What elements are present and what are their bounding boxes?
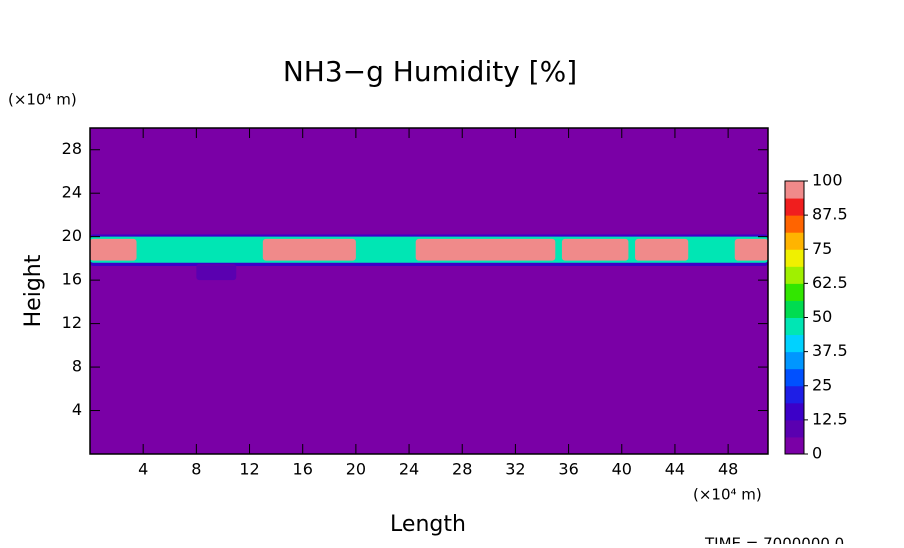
colorbar-band bbox=[785, 300, 804, 318]
x-label: Length bbox=[390, 512, 466, 537]
y-tick-label: 20 bbox=[62, 226, 82, 245]
colorbar-tick-label: 12.5 bbox=[812, 409, 848, 428]
x-tick-label: 32 bbox=[505, 460, 525, 479]
contour-region bbox=[561, 238, 629, 261]
footer: TIME = 7000000.0 bbox=[704, 535, 844, 545]
contour-region bbox=[415, 238, 556, 261]
y-tick-label: 16 bbox=[62, 270, 82, 289]
colorbar-band bbox=[785, 436, 804, 455]
colorbar-band bbox=[785, 283, 804, 301]
y-tick-label: 8 bbox=[72, 357, 82, 376]
colorbar-tick-label: 75 bbox=[812, 239, 832, 258]
y-unit: (×10⁴ m) bbox=[8, 91, 77, 109]
contour-region bbox=[196, 263, 237, 281]
colorbar-band bbox=[785, 351, 804, 370]
colorbar-tick-label: 87.5 bbox=[812, 205, 848, 224]
x-unit: (×10⁴ m) bbox=[693, 486, 762, 504]
field-background bbox=[90, 128, 768, 454]
y-tick-label: 28 bbox=[62, 139, 82, 158]
colorbar-tick-label: 37.5 bbox=[812, 341, 848, 360]
colorbar-band bbox=[785, 181, 804, 199]
colorbar-tick-label: 62.5 bbox=[812, 273, 848, 292]
colorbar-band bbox=[785, 334, 804, 353]
x-tick-label: 16 bbox=[293, 460, 313, 479]
colorbar-band bbox=[785, 266, 804, 284]
colorbar-band bbox=[785, 198, 804, 216]
x-tick-label: 28 bbox=[452, 460, 472, 479]
colorbar-band bbox=[785, 385, 804, 404]
colorbar-tick-label: 25 bbox=[812, 375, 832, 394]
x-tick-label: 48 bbox=[718, 460, 738, 479]
x-tick-label: 40 bbox=[612, 460, 632, 479]
x-tick-label: 20 bbox=[346, 460, 366, 479]
y-tick-label: 12 bbox=[62, 313, 82, 332]
x-tick-label: 24 bbox=[399, 460, 419, 479]
x-tick-label: 12 bbox=[239, 460, 259, 479]
colorbar-band bbox=[785, 232, 804, 250]
x-tick-label: 44 bbox=[665, 460, 685, 479]
x-tick-label: 36 bbox=[558, 460, 578, 479]
contour-region bbox=[90, 238, 137, 261]
contour-region bbox=[635, 238, 689, 261]
contour-region bbox=[262, 238, 356, 261]
colorbar-tick-label: 100 bbox=[812, 171, 843, 190]
y-tick-label: 4 bbox=[72, 400, 82, 419]
colorbar-band bbox=[785, 402, 804, 421]
y-tick-label: 24 bbox=[62, 183, 82, 202]
colorbar-band bbox=[785, 419, 804, 438]
y-label: Height bbox=[21, 254, 46, 327]
colorbar-tick-label: 0 bbox=[812, 444, 822, 463]
chart-title: NH3−g Humidity [%] bbox=[283, 55, 577, 88]
plot-frame bbox=[89, 127, 769, 455]
colorbar-band bbox=[785, 215, 804, 233]
x-tick-label: 4 bbox=[138, 460, 148, 479]
colorbar-tick-label: 50 bbox=[812, 307, 832, 326]
contour-region bbox=[734, 238, 768, 261]
colorbar-band bbox=[785, 317, 804, 336]
colorbar-band bbox=[785, 368, 804, 387]
x-tick-label: 8 bbox=[191, 460, 201, 479]
colorbar-band bbox=[785, 249, 804, 267]
